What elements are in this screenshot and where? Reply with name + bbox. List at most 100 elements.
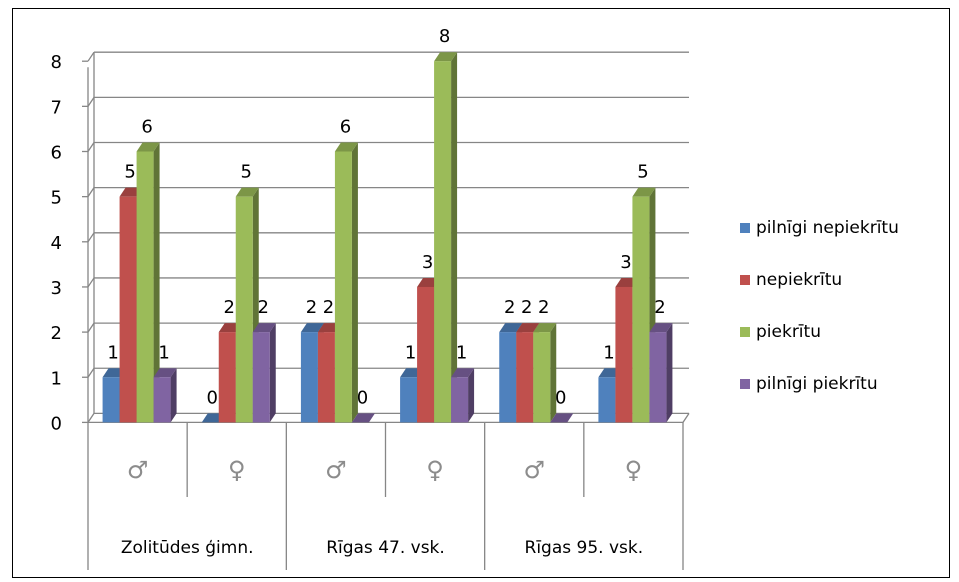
bar [218, 332, 236, 423]
bar-top [235, 187, 259, 197]
legend-label-1: pilnīgi nepiekrītu [756, 217, 899, 238]
bar [516, 332, 534, 423]
data-label: 1 [158, 342, 169, 363]
gridline-side [87, 51, 95, 62]
y-tick-label: 8 [51, 52, 62, 73]
bar-side [170, 368, 177, 423]
gridline-side [87, 322, 95, 333]
data-label: 0 [207, 387, 218, 408]
bar [153, 377, 171, 423]
bar-top [434, 52, 458, 62]
bar [252, 332, 270, 423]
y-tick-label: 7 [51, 97, 62, 118]
gridline-side [87, 187, 95, 198]
x-subcategory-label: ♂ [127, 456, 149, 484]
x-group-label: Rīgas 47. vsk. [326, 538, 445, 558]
data-label: 2 [538, 297, 549, 318]
bar-side [550, 323, 557, 423]
bar [451, 377, 469, 423]
legend-item-1: pilnīgi nepiekrītu [740, 214, 955, 241]
bar [533, 332, 551, 423]
data-label: 6 [141, 117, 152, 138]
bar [598, 377, 616, 423]
legend-swatch-3 [740, 326, 750, 337]
data-label: 3 [422, 252, 433, 273]
bar-top [153, 368, 177, 378]
bar-top [451, 368, 475, 378]
data-label: 1 [603, 342, 614, 363]
data-label: 5 [241, 162, 252, 183]
data-label: 5 [637, 162, 648, 183]
data-label: 2 [323, 297, 334, 318]
data-label: 3 [620, 252, 631, 273]
floor-side-edge [682, 413, 690, 423]
bar [417, 286, 435, 423]
data-label: 6 [340, 117, 351, 138]
legend-label-4: pilnīgi piekrītu [756, 373, 878, 394]
bar-top [136, 142, 160, 152]
bar [334, 151, 352, 423]
bar-top [632, 187, 656, 197]
legend-label-2: nepiekrītu [756, 269, 843, 290]
bar-side [451, 52, 458, 423]
bar-side [269, 323, 276, 423]
x-subcategory-label: ♀ [625, 456, 643, 484]
bar [499, 332, 517, 423]
data-label: 2 [258, 297, 269, 318]
gridline-side [87, 413, 95, 423]
bar-side [468, 368, 475, 423]
bar-top [550, 413, 574, 423]
bar-top [300, 323, 324, 333]
data-label: 0 [357, 387, 368, 408]
y-tick-label: 5 [51, 188, 62, 209]
data-label: 2 [521, 297, 532, 318]
bar [632, 196, 650, 423]
x-subcategory-label: ♀ [228, 456, 246, 484]
x-subcategory-label: ♂ [325, 456, 347, 484]
legend-item-4: pilnīgi piekrītu [740, 370, 955, 397]
data-label: 1 [107, 342, 118, 363]
bar [119, 196, 137, 423]
legend-label-3: piekrītu [756, 321, 821, 342]
y-tick-label: 6 [51, 143, 62, 164]
bar-side [666, 323, 673, 423]
y-tick-label: 2 [51, 323, 62, 344]
data-label: 5 [124, 162, 135, 183]
data-label: 8 [439, 26, 450, 47]
bar [615, 286, 633, 423]
legend-swatch-1 [740, 222, 750, 233]
data-label: 1 [456, 342, 467, 363]
data-label: 2 [306, 297, 317, 318]
chart-frame [12, 8, 950, 578]
bar-top [533, 323, 557, 333]
legend-swatch-4 [740, 378, 750, 389]
data-label: 2 [224, 297, 235, 318]
bar [300, 332, 318, 423]
legend-swatch-2 [740, 274, 750, 285]
bar [235, 196, 253, 423]
data-label: 0 [555, 387, 566, 408]
gridline-side [87, 367, 95, 378]
gridline-side [87, 142, 95, 152]
x-subcategory-label: ♀ [426, 456, 444, 484]
bar [400, 377, 418, 423]
bar [136, 151, 154, 423]
bar-top [649, 323, 673, 333]
bar [434, 61, 452, 423]
legend-item-3: piekrītu [740, 318, 955, 345]
legend: pilnīgi nepiekrītu nepiekrītu piekrītu p… [740, 214, 955, 422]
data-label: 2 [504, 297, 515, 318]
x-subcategory-label: ♂ [523, 456, 545, 484]
y-tick-label: 3 [51, 278, 62, 299]
bar-side [351, 142, 358, 423]
bar [102, 377, 120, 423]
x-group-label: Rīgas 95. vsk. [525, 538, 644, 558]
y-tick-label: 0 [51, 413, 62, 434]
bar-top [334, 142, 358, 152]
bar-side [153, 142, 160, 423]
bar-top [516, 323, 540, 333]
legend-item-2: nepiekrītu [740, 266, 955, 293]
bar [317, 332, 335, 423]
y-tick-label: 4 [51, 233, 62, 254]
